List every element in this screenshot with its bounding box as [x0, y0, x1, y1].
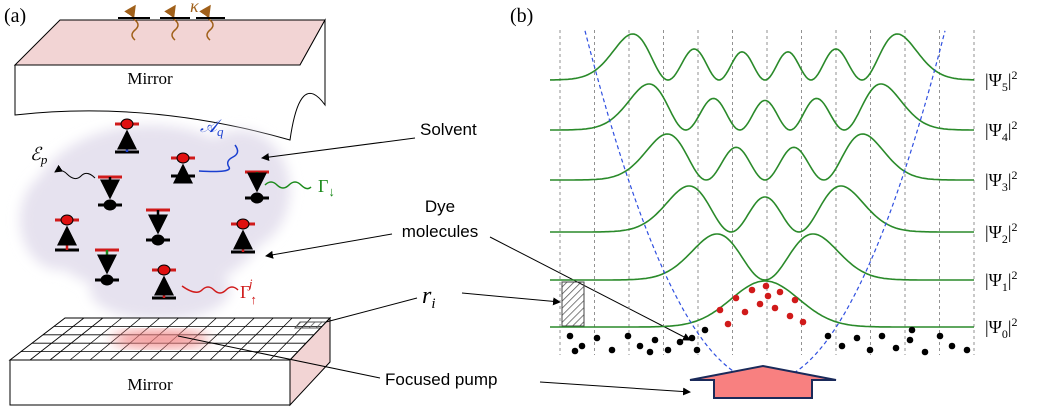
- state-label: |Ψ2|2: [985, 220, 1018, 246]
- panel-a: (a) Mirror κ ℰp 𝒜q Γ↓ Γ↑j Mirror Solvent…: [4, 0, 690, 405]
- state-label: |Ψ3|2: [985, 168, 1018, 194]
- state-label-part: 2: [1012, 118, 1018, 132]
- wavefunction: [550, 84, 974, 130]
- electron: [237, 219, 249, 229]
- pump-field: ℰp: [30, 144, 48, 167]
- dot: [757, 301, 764, 308]
- dot: [879, 333, 886, 340]
- state-label-part: |Ψ: [985, 120, 1003, 140]
- dot: [594, 335, 601, 342]
- dot: [854, 335, 861, 342]
- state-label-part: |Ψ: [985, 70, 1003, 90]
- dot: [909, 327, 916, 334]
- electron: [101, 275, 113, 285]
- dot: [742, 309, 749, 316]
- dot: [689, 335, 696, 342]
- dot: [763, 283, 770, 290]
- dot: [677, 339, 684, 346]
- molecule-dots: [567, 283, 971, 356]
- solvent-label: Solvent: [420, 120, 477, 139]
- dot: [949, 343, 956, 350]
- dot: [800, 319, 807, 326]
- dot: [579, 343, 586, 350]
- electron: [104, 200, 116, 210]
- dot: [839, 343, 846, 350]
- state-label-part: |Ψ: [985, 170, 1003, 190]
- state-label-part: |Ψ: [985, 222, 1003, 242]
- dot: [625, 333, 632, 340]
- state-label: |Ψ1|2: [985, 268, 1018, 294]
- electron: [251, 193, 263, 203]
- kappa: κ: [190, 0, 199, 16]
- dot: [907, 337, 914, 344]
- state-label-part: 2: [1012, 220, 1018, 234]
- wavefunction: [550, 34, 974, 80]
- dot: [893, 345, 900, 352]
- mirror-top-face: [15, 20, 325, 65]
- dot: [787, 313, 794, 320]
- figure: (a) Mirror κ ℰp 𝒜q Γ↓ Γ↑j Mirror Solvent…: [0, 0, 1038, 410]
- dot: [647, 349, 654, 356]
- pixel: [562, 282, 584, 326]
- state-label: |Ψ5|2: [985, 68, 1018, 94]
- dot: [694, 347, 701, 354]
- dot: [749, 287, 756, 294]
- dye-label: molecules: [402, 222, 479, 241]
- dot: [937, 333, 944, 340]
- potential: [585, 31, 945, 382]
- dot: [964, 347, 971, 354]
- panel-tag: (a): [4, 5, 26, 27]
- electron: [158, 265, 170, 275]
- wavefunctions: [550, 34, 974, 327]
- dot: [825, 333, 832, 340]
- decay-rate: Γ↓: [318, 176, 335, 199]
- state-label: |Ψ0|2: [985, 315, 1018, 341]
- pump-label: Focused pump: [385, 370, 497, 389]
- state-label-part: 2: [1012, 315, 1018, 329]
- electron: [61, 215, 73, 225]
- dot: [777, 289, 784, 296]
- dot: [922, 349, 929, 356]
- dot: [733, 295, 740, 302]
- dot: [717, 307, 724, 314]
- wavefunction: [550, 186, 974, 232]
- dot: [572, 348, 579, 355]
- dot: [792, 297, 799, 304]
- dot: [652, 337, 659, 344]
- dot: [772, 305, 779, 312]
- pump-rate: Γ↑j: [240, 276, 257, 307]
- dot: [725, 321, 732, 328]
- state-label-part: 2: [1012, 168, 1018, 182]
- wavefunction: [550, 134, 974, 180]
- position-label: ri: [422, 283, 436, 312]
- electron: [121, 119, 133, 129]
- mirror-label: Mirror: [127, 69, 173, 88]
- mirror-label: Mirror: [127, 375, 173, 394]
- dot: [665, 347, 672, 354]
- dot: [702, 327, 709, 334]
- panel-tag: (b): [510, 5, 533, 27]
- dye-label: Dye: [425, 197, 455, 216]
- wavefunction: [550, 234, 974, 280]
- state-label-part: 2: [1012, 68, 1018, 82]
- pump-arrow: [690, 366, 836, 398]
- electron: [177, 153, 189, 163]
- electron: [152, 235, 164, 245]
- state-label: |Ψ4|2: [985, 118, 1018, 144]
- state-label-part: |Ψ: [985, 270, 1003, 290]
- dot: [609, 347, 616, 354]
- dot: [567, 333, 574, 340]
- state-label-part: |Ψ: [985, 317, 1003, 337]
- dot: [637, 343, 644, 350]
- panel-b: (b): [510, 5, 974, 398]
- dot: [867, 347, 874, 354]
- dot: [765, 293, 772, 300]
- state-label-part: 2: [1012, 268, 1018, 282]
